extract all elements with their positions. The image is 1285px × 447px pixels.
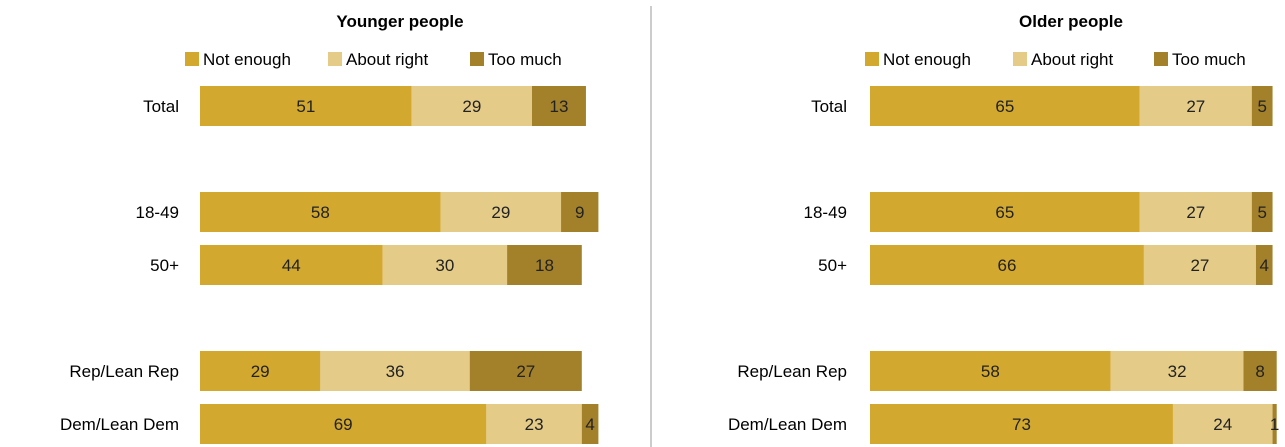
bar-segment-not-enough [870, 404, 1173, 444]
legend-swatch-too-much [470, 52, 484, 66]
bars: 65 27 5 65 27 5 66 27 4 58 32 8 73 24 1 [870, 86, 1279, 444]
bar-segment-too-much [1243, 351, 1277, 391]
legend-swatch-not-enough [185, 52, 199, 66]
data-label: 36 [386, 362, 405, 381]
panel-younger: Younger people Not enough About right To… [60, 12, 599, 444]
data-label: 29 [491, 203, 510, 222]
legend-label-about-right: About right [1031, 50, 1113, 69]
legend-swatch-too-much [1154, 52, 1168, 66]
category-label: Dem/Lean Dem [728, 415, 847, 434]
data-label: 27 [1186, 97, 1205, 116]
bar-segment-not-enough [870, 245, 1144, 285]
legend: Not enough About right Too much [865, 50, 1246, 69]
data-label: 66 [997, 256, 1016, 275]
data-label: 29 [251, 362, 270, 381]
data-label: 27 [1186, 203, 1205, 222]
data-label: 9 [575, 203, 584, 222]
legend-swatch-not-enough [865, 52, 879, 66]
panel-title: Younger people [336, 12, 463, 31]
data-label: 4 [1260, 256, 1269, 275]
panel-title: Older people [1019, 12, 1123, 31]
bars: 51 29 13 58 29 9 44 30 18 29 36 27 69 23 4 [200, 86, 599, 444]
bar-segment-not-enough [200, 86, 412, 126]
data-label: 32 [1168, 362, 1187, 381]
bar-segment-about-right [1110, 351, 1244, 391]
data-label: 1 [1270, 415, 1279, 434]
bar-segment-not-enough [200, 351, 321, 391]
data-label: 24 [1213, 415, 1232, 434]
data-label: 65 [995, 97, 1014, 116]
category-label: 50+ [818, 256, 847, 275]
bar-segment-too-much [507, 245, 582, 285]
legend-swatch-about-right [328, 52, 342, 66]
data-label: 58 [311, 203, 330, 222]
legend-label-about-right: About right [346, 50, 428, 69]
data-label: 8 [1255, 362, 1264, 381]
data-label: 23 [525, 415, 544, 434]
bar-segment-about-right [1139, 86, 1252, 126]
bar-segment-about-right [411, 86, 532, 126]
data-label: 69 [334, 415, 353, 434]
category-labels: Total 18-49 50+ Rep/Lean Rep Dem/Lean Dem [728, 97, 847, 434]
data-label: 58 [981, 362, 1000, 381]
category-label: Dem/Lean Dem [60, 415, 179, 434]
bar-segment-not-enough [870, 351, 1111, 391]
bar-segment-too-much [1255, 245, 1273, 285]
legend-label-too-much: Too much [1172, 50, 1246, 69]
data-label: 44 [282, 256, 301, 275]
bar-segment-too-much [1272, 404, 1277, 444]
data-label: 18 [535, 256, 554, 275]
legend-label-too-much: Too much [488, 50, 562, 69]
legend-label-not-enough: Not enough [203, 50, 291, 69]
bar-segment-about-right [1139, 192, 1252, 232]
category-label: 18-49 [136, 203, 179, 222]
bar-segment-about-right [1172, 404, 1273, 444]
bar-segment-not-enough [200, 245, 383, 285]
data-label: 13 [550, 97, 569, 116]
category-label: Rep/Lean Rep [69, 362, 179, 381]
bar-segment-too-much [1251, 86, 1273, 126]
data-label: 29 [462, 97, 481, 116]
bar-segment-not-enough [870, 86, 1140, 126]
bar-segment-too-much [561, 192, 599, 232]
data-label: 4 [585, 415, 594, 434]
category-label: Total [143, 97, 179, 116]
legend-swatch-about-right [1013, 52, 1027, 66]
bar-segment-about-right [486, 404, 582, 444]
category-label: Total [811, 97, 847, 116]
legend-label-not-enough: Not enough [883, 50, 971, 69]
panel-older: Older people Not enough About right Too … [728, 12, 1279, 444]
category-label: Rep/Lean Rep [737, 362, 847, 381]
category-labels: Total 18-49 50+ Rep/Lean Rep Dem/Lean Dem [60, 97, 179, 434]
bar-segment-not-enough [870, 192, 1140, 232]
data-label: 51 [296, 97, 315, 116]
bar-segment-about-right [1143, 245, 1256, 285]
bar-segment-too-much [581, 404, 599, 444]
data-label: 5 [1257, 97, 1266, 116]
bar-segment-too-much [1251, 192, 1273, 232]
legend: Not enough About right Too much [185, 50, 562, 69]
bar-segment-too-much [532, 86, 586, 126]
category-label: 18-49 [804, 203, 847, 222]
bar-segment-about-right [320, 351, 470, 391]
category-label: 50+ [150, 256, 179, 275]
bar-segment-not-enough [200, 404, 487, 444]
bar-segment-about-right [440, 192, 562, 232]
data-label: 30 [435, 256, 454, 275]
bar-segment-about-right [382, 245, 508, 285]
data-label: 27 [1190, 256, 1209, 275]
bar-segment-not-enough [200, 192, 441, 232]
data-label: 27 [516, 362, 535, 381]
data-label: 65 [995, 203, 1014, 222]
data-label: 73 [1012, 415, 1031, 434]
bar-segment-too-much [469, 351, 582, 391]
data-label: 5 [1257, 203, 1266, 222]
